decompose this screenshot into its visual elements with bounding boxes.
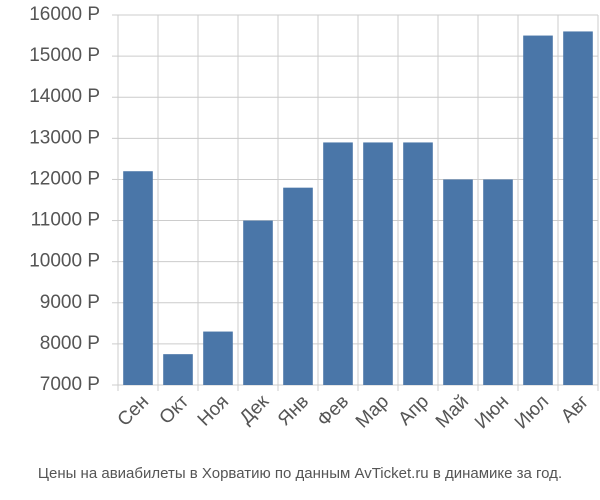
- x-tick-label: Апр: [395, 391, 434, 430]
- bar: [363, 142, 393, 385]
- bar: [483, 179, 513, 385]
- x-tick-label: Мар: [352, 391, 393, 432]
- y-tick-label: 14000 Р: [29, 86, 100, 107]
- x-tick-label: Окт: [156, 391, 194, 429]
- bar: [243, 220, 273, 385]
- bar: [123, 171, 153, 385]
- bar: [443, 179, 473, 385]
- y-tick-label: 16000 Р: [29, 4, 100, 25]
- y-tick-label: 9000 Р: [40, 292, 100, 313]
- x-tick-label: Фев: [313, 391, 353, 431]
- x-tick-label: Июл: [511, 391, 553, 433]
- bar: [283, 187, 313, 385]
- y-tick-label: 11000 Р: [31, 210, 100, 231]
- bar: [403, 142, 433, 385]
- y-tick-label: 13000 Р: [29, 127, 100, 148]
- x-tick-label: Янв: [274, 391, 313, 430]
- x-tick-label: Сен: [114, 391, 153, 430]
- x-tick-label: Июн: [471, 391, 513, 433]
- bar: [163, 354, 193, 385]
- y-tick-label: 15000 Р: [29, 45, 100, 66]
- x-tick-label: Май: [432, 391, 473, 432]
- y-tick-label: 8000 Р: [40, 333, 100, 354]
- bar: [523, 35, 553, 386]
- x-tick-label: Ноя: [194, 391, 233, 430]
- bar: [563, 31, 593, 385]
- bar: [203, 331, 233, 385]
- x-tick-label: Авг: [557, 391, 593, 427]
- x-tick-label: Дек: [236, 391, 274, 429]
- y-tick-label: 7000 Р: [40, 374, 100, 395]
- caption: Цены на авиабилеты в Хорватию по данным …: [38, 465, 562, 482]
- y-tick-label: 12000 Р: [29, 168, 100, 189]
- y-tick-label: 10000 Р: [29, 251, 100, 272]
- bar: [323, 142, 353, 385]
